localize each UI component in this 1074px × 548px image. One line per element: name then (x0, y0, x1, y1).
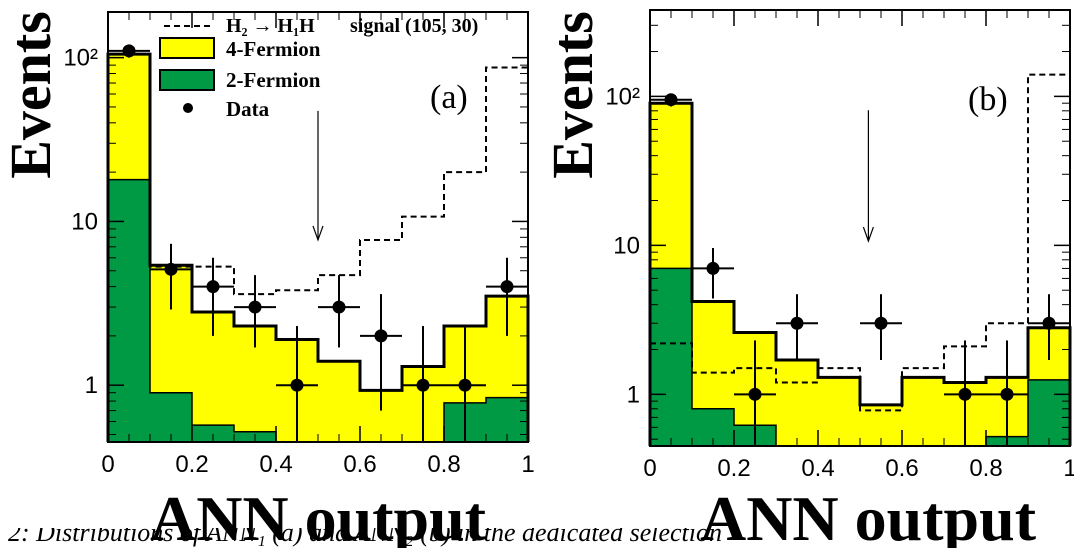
legend-four-fermion-swatch (159, 37, 215, 59)
figure-caption: 2: Distributions of ANN₁ (a) and ANN₂ (b… (0, 528, 1074, 548)
legend-data-label: Data (226, 97, 270, 121)
x-tick-label: 0.2 (175, 451, 208, 478)
y-tick-label: 10 (613, 232, 640, 259)
data-point (458, 378, 472, 392)
panel-b: 1 10 10² 0 0.2 0.4 0.6 0.8 1 (b) ANN output Events (540, 9, 1074, 548)
data-point (248, 300, 262, 314)
y-axis-title: Events (540, 11, 605, 179)
four-fermion-bar (318, 361, 360, 442)
legend-signal-label: H₂ → H₁H (226, 15, 315, 37)
cut-arrow-head (862, 226, 874, 243)
panel-label: (a) (430, 79, 468, 116)
data-point (1042, 316, 1056, 330)
x-axis-title: ANN output (700, 483, 1037, 548)
data-point (332, 300, 346, 314)
data-point (374, 329, 388, 343)
legend-four-fermion-label: 4-Fermion (226, 37, 321, 61)
data-point (706, 261, 720, 275)
two-fermion-bar (1028, 379, 1070, 446)
two-fermion-bar (150, 392, 192, 442)
data-point (958, 387, 972, 401)
four-fermion-bar (902, 377, 944, 446)
two-fermion-bar (192, 425, 234, 442)
x-tick-label: 0.6 (885, 455, 918, 482)
y-tick-label: 10² (63, 45, 98, 72)
data-point (122, 44, 136, 58)
data-point (664, 93, 678, 107)
y-tick-label: 10 (71, 208, 98, 235)
four-fermion-bar (776, 360, 818, 446)
data-point (500, 280, 514, 294)
legend: H₂ → H₁H signal (105, 30) 4-Fermion 2-Fermi… (159, 15, 478, 121)
four-fermion-bar (818, 377, 860, 446)
cut-arrow-head (312, 225, 324, 242)
x-tick-label: 0.6 (343, 451, 376, 478)
data-point (416, 378, 430, 392)
y-tick-label: 1 (85, 372, 98, 399)
y-tick-label: 1 (627, 381, 640, 408)
data-point (874, 316, 888, 330)
data-point (1000, 387, 1014, 401)
panel-label: (b) (968, 81, 1008, 118)
legend-signal-extra: signal (105, 30) (350, 15, 478, 37)
x-tick-label: 1 (1063, 455, 1074, 482)
data-point (790, 316, 804, 330)
data-point (164, 262, 178, 276)
x-tick-label: 0.8 (427, 451, 460, 478)
legend-two-fermion-swatch (159, 69, 215, 91)
panel-a: 1 10 10² 0 0.2 0.4 0.6 0.8 1 (a) ANN output Events (0, 11, 535, 548)
x-tick-label: 0 (101, 451, 114, 478)
x-tick-label: 0.8 (969, 455, 1002, 482)
two-fermion-bar (108, 179, 150, 442)
y-axis-title: Events (0, 11, 63, 179)
signal-histogram (650, 73, 1070, 412)
x-tick-label: 0.4 (259, 451, 292, 478)
x-axis-title: ANN output (150, 483, 487, 548)
two-fermion-bar (650, 268, 692, 446)
data-point (290, 378, 304, 392)
x-tick-label: 1 (521, 451, 534, 478)
legend-two-fermion-label: 2-Fermion (226, 68, 321, 92)
legend-data-marker (183, 103, 193, 113)
x-tick-label: 0 (643, 455, 656, 482)
data-point (206, 280, 220, 294)
caption-text: 2: Distributions of ANN₁ (a) and ANN₂ (b… (8, 528, 722, 547)
y-tick-label: 10² (605, 83, 640, 110)
x-tick-label: 0.4 (801, 455, 834, 482)
x-tick-label: 0.2 (717, 455, 750, 482)
data-point (748, 387, 762, 401)
